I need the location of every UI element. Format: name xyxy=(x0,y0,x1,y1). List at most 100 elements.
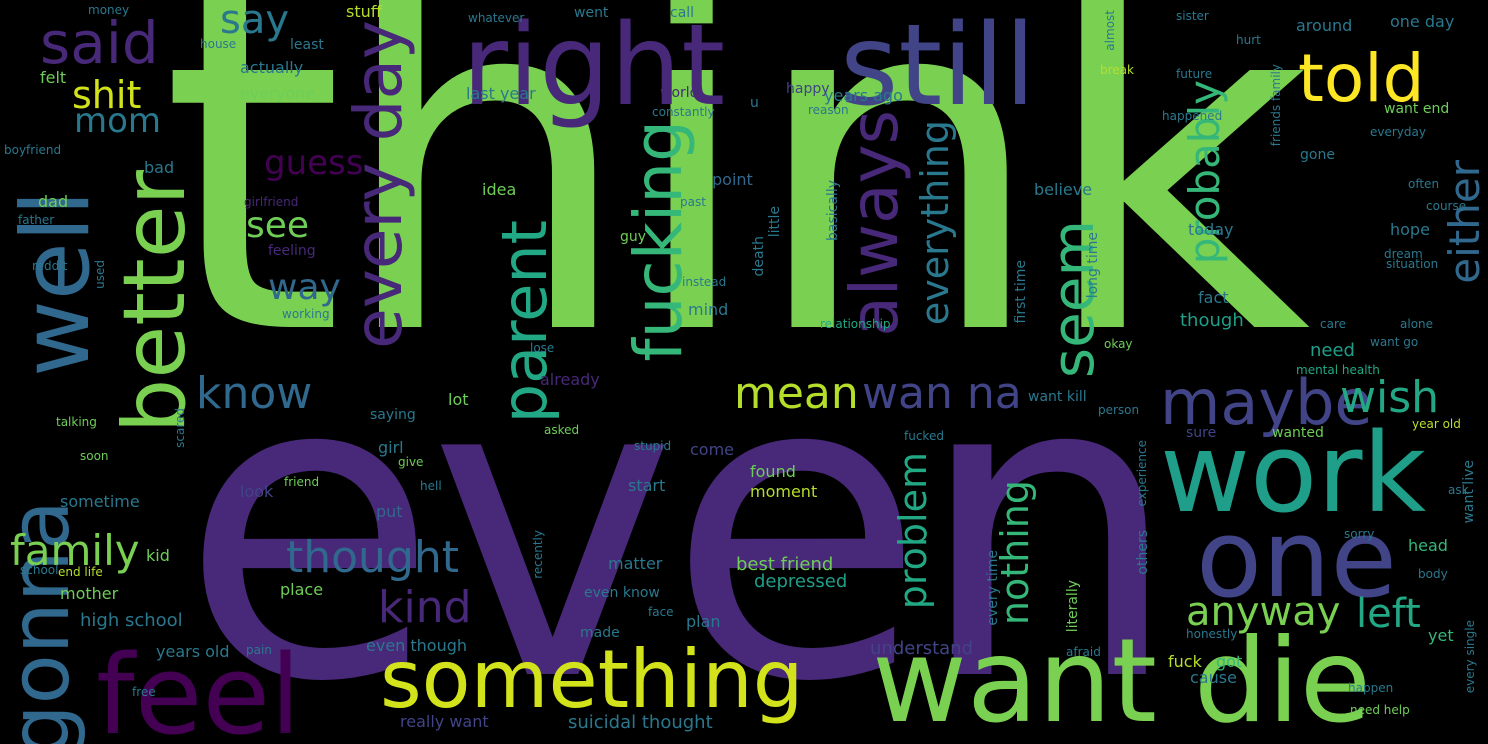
word-basically: basically xyxy=(825,180,841,241)
word-lose: lose xyxy=(530,341,555,355)
word-last-year: last year xyxy=(466,84,536,103)
word-dad: dad xyxy=(38,192,69,211)
word-break: break xyxy=(1100,63,1134,77)
word-sometime: sometime xyxy=(60,492,140,511)
word-years-ago: years ago xyxy=(824,86,903,105)
word-every-day: every day xyxy=(340,20,417,349)
word-others: others xyxy=(1135,530,1151,575)
word-cause: cause xyxy=(1190,668,1237,687)
word-better: better xyxy=(105,170,205,434)
word-still: still xyxy=(840,1,1036,131)
word-every-time: every time xyxy=(985,550,1001,626)
word-fuck: fuck xyxy=(1168,652,1202,671)
word-death: death xyxy=(751,236,767,277)
word-even-though: even though xyxy=(366,636,468,655)
word-almost: almost xyxy=(1103,10,1117,51)
word-little: little xyxy=(767,206,783,238)
word-honestly: honestly xyxy=(1186,627,1238,641)
word-reason: reason xyxy=(808,103,849,117)
word-past: past xyxy=(680,195,706,209)
word-used: used xyxy=(93,260,107,289)
word-bad: bad xyxy=(144,158,175,177)
word-happened: happened xyxy=(1162,109,1223,123)
word-mean: mean xyxy=(734,368,859,419)
word-mother: mother xyxy=(60,584,119,603)
word-end-life: end life xyxy=(58,565,103,579)
word-parent: parent xyxy=(488,220,561,424)
word-hope: hope xyxy=(1390,220,1430,239)
word-place: place xyxy=(280,580,324,599)
word-need-help: need help xyxy=(1350,703,1410,717)
word-high-school: high school xyxy=(80,610,183,631)
word-work: work xyxy=(1160,409,1427,537)
word-afraid: afraid xyxy=(1066,645,1101,659)
word-wan-na: wan na xyxy=(862,368,1022,419)
word-want-kill: want kill xyxy=(1028,389,1087,405)
word-instead: instead xyxy=(682,275,727,289)
word-understand: understand xyxy=(870,638,974,659)
word-mom: mom xyxy=(74,101,162,141)
word-think: think xyxy=(160,0,1311,438)
word-went: went xyxy=(574,5,609,21)
word-hurt: hurt xyxy=(1236,33,1261,47)
word-asked: asked xyxy=(544,423,580,437)
word-literally: literally xyxy=(1065,580,1081,633)
word-around: around xyxy=(1296,16,1353,35)
word-left: left xyxy=(1356,591,1421,637)
word-sure: sure xyxy=(1186,425,1217,441)
word-yet: yet xyxy=(1428,626,1454,645)
word-wish: wish xyxy=(1340,372,1440,423)
word-alone: alone xyxy=(1400,317,1434,331)
word-guess: guess xyxy=(264,143,364,183)
word-years-old: years old xyxy=(156,642,230,661)
word-mind: mind xyxy=(688,300,729,319)
word-already: already xyxy=(540,370,600,389)
word-one: one xyxy=(1196,497,1397,622)
word-know: know xyxy=(196,368,313,419)
word-suicidal-thought: suicidal thought xyxy=(568,712,713,733)
word-fucked: fucked xyxy=(904,429,944,443)
word-sister: sister xyxy=(1176,9,1209,23)
word-saying: saying xyxy=(370,407,416,423)
word-everyone: everyone xyxy=(240,84,315,103)
word-really-want: really want xyxy=(400,712,489,731)
word-something: something xyxy=(380,633,804,726)
word-got: got xyxy=(1216,652,1243,671)
word-fact: fact xyxy=(1198,288,1229,307)
word-call: call xyxy=(670,5,695,21)
word-long-time: long time xyxy=(1085,232,1101,299)
word-course: course xyxy=(1426,199,1467,213)
word-relationship: relationship xyxy=(820,317,891,331)
word-believe: believe xyxy=(1034,180,1093,199)
word-every-single: every single xyxy=(1463,620,1477,694)
word-give: give xyxy=(398,455,424,469)
word-problem: problem xyxy=(891,452,935,610)
word-thought: thought xyxy=(286,532,460,583)
word-scared: scared xyxy=(173,408,187,448)
word-stupid: stupid xyxy=(634,439,672,453)
word-family: family xyxy=(10,526,140,575)
word-want-end: want end xyxy=(1384,101,1450,117)
word-free: free xyxy=(132,685,156,699)
word-person: person xyxy=(1098,403,1140,417)
word-year-old: year old xyxy=(1412,417,1461,431)
word-feeling: feeling xyxy=(268,243,316,259)
word-least: least xyxy=(290,37,324,53)
word-depressed: depressed xyxy=(754,571,848,592)
word-head: head xyxy=(1408,536,1448,555)
word-told: told xyxy=(1298,40,1425,117)
word-happy: happy xyxy=(786,81,830,97)
word-friend: friend xyxy=(284,475,320,489)
word-whatever: whatever xyxy=(468,11,525,25)
word-face: face xyxy=(648,605,674,619)
word-ask: ask xyxy=(1448,483,1469,497)
word-u: u xyxy=(750,95,759,111)
word-kid: kid xyxy=(146,546,170,565)
word-dream: dream xyxy=(1384,247,1423,261)
word-care: care xyxy=(1320,317,1347,331)
word-moment: moment xyxy=(750,482,818,501)
word-sorry: sorry xyxy=(1344,527,1375,541)
word-point: point xyxy=(712,170,753,189)
word-everything: everything xyxy=(913,120,957,326)
